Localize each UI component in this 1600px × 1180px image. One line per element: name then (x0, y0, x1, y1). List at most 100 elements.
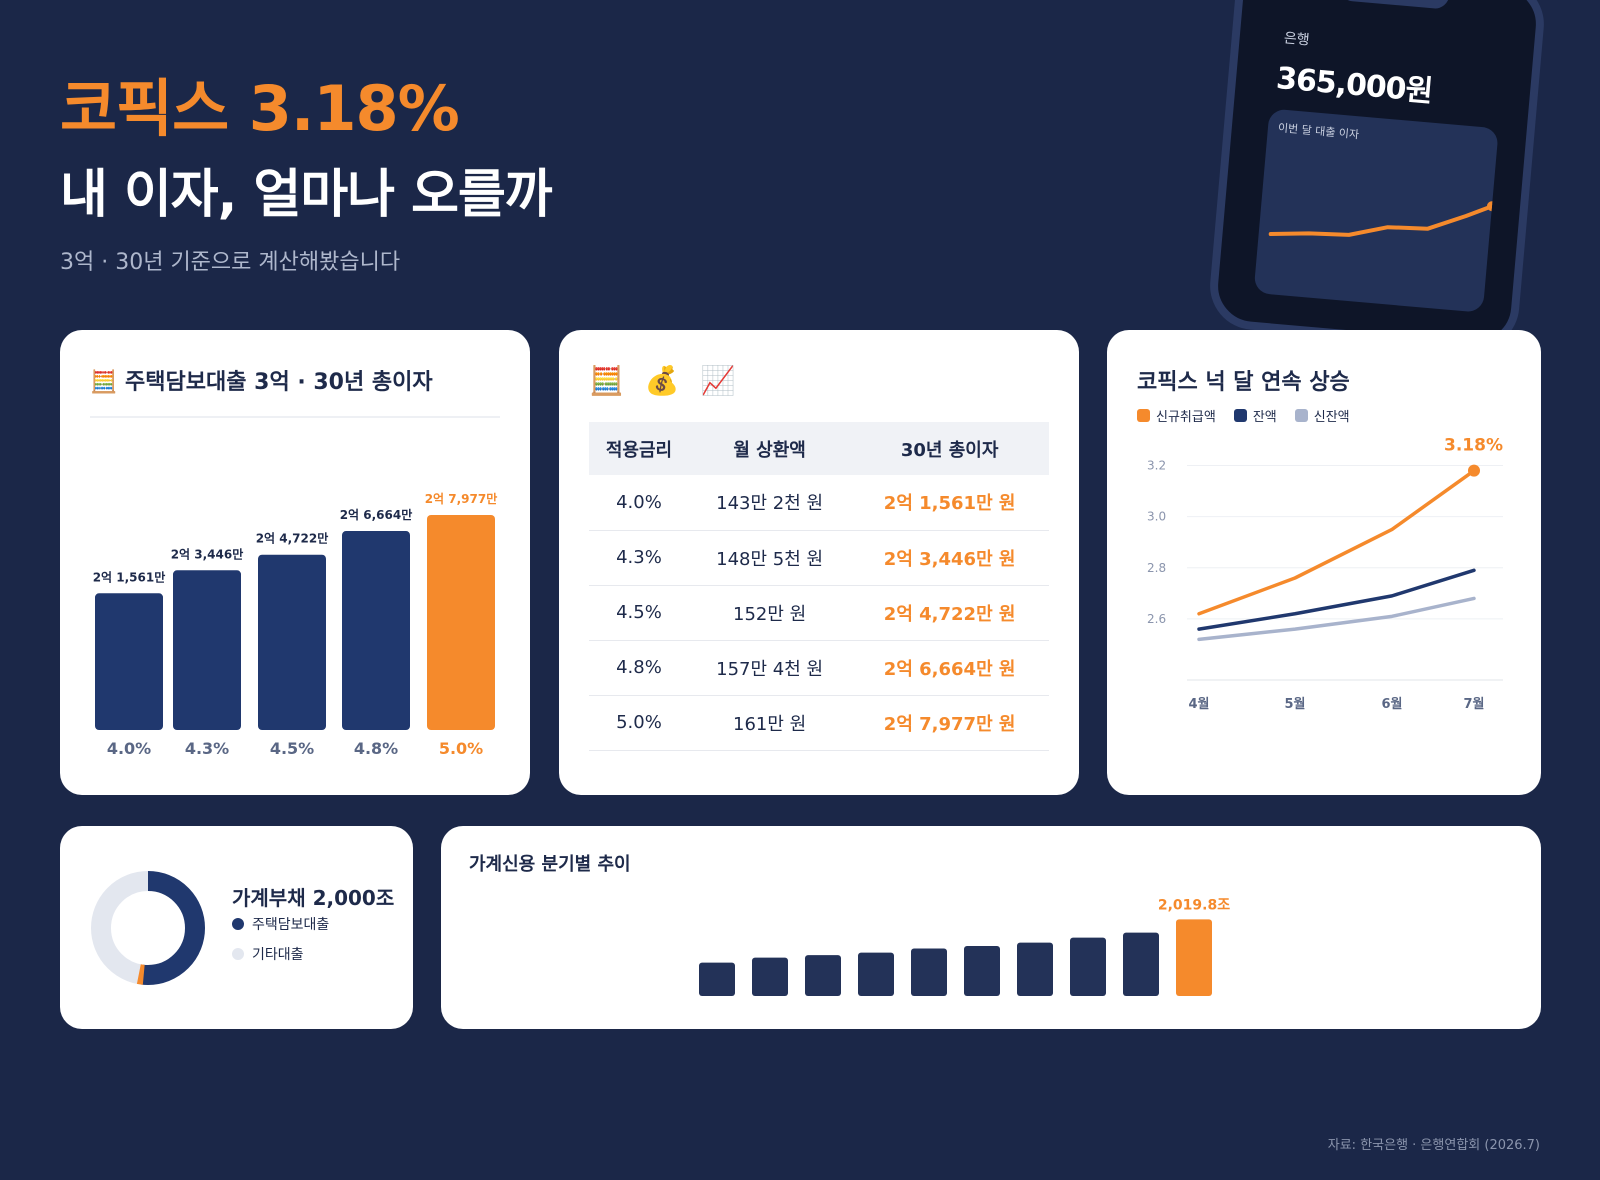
phone-illustration: 은행 365,000원 이번 달 대출 이자 (1206, 0, 1548, 353)
cell-rate: 4.0% (589, 475, 689, 531)
cell-monthly: 143만 2천 원 (688, 475, 851, 531)
credit-bar (1176, 919, 1212, 996)
cell-total: 2억 6,664만 원 (850, 640, 1049, 696)
cell-total: 2억 7,977만 원 (850, 695, 1049, 751)
source-note: 자료: 한국은행 · 은행연합회 (2026.7) (1327, 1138, 1540, 1153)
credit-end-label: 2,019.8조 (1158, 897, 1230, 913)
cell-total: 2억 3,446만 원 (850, 530, 1049, 586)
credit-bar (1017, 942, 1053, 996)
interest-bar-card: 🧮 주택담보대출 3억 · 30년 총이자 2억 1,561만 4.0% 2억 3,… (60, 330, 530, 795)
end-value-label: 3.18% (1444, 436, 1503, 456)
cell-monthly: 148만 5천 원 (688, 530, 851, 586)
household-debt-card: 가계부채 2,000조 주택담보대출 기타대출 (60, 826, 413, 1029)
cell-monthly: 161만 원 (688, 695, 851, 751)
legend-swatch (1294, 409, 1308, 422)
bar-category-label: 4.0% (107, 739, 151, 758)
cell-rate: 4.8% (589, 640, 689, 696)
emoji-row: 🧮 💰 📈 (589, 364, 742, 397)
x-tick-label: 4월 (1188, 696, 1209, 712)
table-row: 5.0% 161만 원 2억 7,977만 원 (589, 695, 1049, 751)
household-credit-title: 가계신용 분기별 추이 (469, 854, 631, 875)
bar-category-label: 4.5% (270, 739, 314, 758)
legend-label: 주택담보대출 (252, 917, 330, 933)
x-tick-label: 5월 (1284, 696, 1305, 712)
y-tick-label: 3.2 (1147, 459, 1166, 473)
donut-legend-other: 기타대출 (232, 944, 304, 964)
legend-dot (232, 918, 244, 930)
phone-bank-label: 은행 (1283, 30, 1311, 49)
divider (90, 416, 500, 418)
phone-amount: 365,000원 (1274, 60, 1434, 110)
phone-sparkline (1268, 201, 1497, 237)
y-tick-label: 2.6 (1147, 612, 1166, 626)
interest-bar-chart: 2억 1,561만 4.0% 2억 3,446만 4.3% 2억 4,722만 4.5% 2… (93, 491, 498, 758)
cell-monthly: 157만 4천 원 (688, 640, 851, 696)
phone-panel: 이번 달 대출 이자 (1253, 108, 1499, 313)
household-debt-donut (91, 871, 205, 985)
cell-total: 2억 4,722만 원 (850, 585, 1049, 641)
credit-bar (1123, 932, 1159, 996)
donut-mortgage-slice (91, 871, 205, 985)
bar-category-label: 5.0% (439, 739, 483, 758)
line-legend: 신규취급액 잔액 신잔액 (1137, 406, 1350, 425)
cofix-line-title: 코픽스 넉 달 연속 상승 (1137, 370, 1350, 395)
cell-rate: 4.3% (589, 530, 689, 586)
cell-rate: 5.0% (589, 695, 689, 751)
table-row: 4.0% 143만 2천 원 2억 1,561만 원 (589, 475, 1049, 531)
legend-label: 기타대출 (252, 947, 304, 963)
credit-bar (805, 955, 841, 996)
credit-bar (699, 962, 735, 996)
legend-item-new: 신규취급액 (1137, 406, 1216, 425)
legend-label: 잔액 (1252, 410, 1277, 425)
header-total: 30년 총이자 (850, 422, 1049, 475)
household-credit-chart: 2,019.8조 (699, 897, 1230, 996)
rate-table: 적용금리 월 상환액 30년 총이자 4.0% 143만 2천 원 2억 1,5… (589, 422, 1049, 751)
bar (427, 515, 495, 730)
series-line (1197, 568, 1476, 631)
phone-notch (1338, 0, 1451, 10)
cofix-line-card: 코픽스 넉 달 연속 상승 신규취급액 잔액 신잔액 2.6 2.8 3.0 3.2 4… (1107, 330, 1541, 795)
cofix-line-chart: 2.6 2.8 3.0 3.2 4월 5월 6월 7월 3.18% (1147, 436, 1503, 712)
legend-item-new-balance: 신잔액 (1294, 406, 1350, 425)
bar-data-label: 2억 4,722만 (256, 531, 329, 546)
x-tick-label: 6월 (1381, 696, 1402, 712)
donut-accent-mark (91, 871, 205, 985)
legend-label: 신잔액 (1313, 410, 1350, 425)
legend-label: 신규취급액 (1156, 410, 1216, 425)
bar (258, 554, 326, 730)
interest-bar-title: 🧮 주택담보대출 3억 · 30년 총이자 (90, 370, 433, 395)
bar-data-label: 2억 3,446만 (171, 546, 244, 561)
end-point (1468, 464, 1480, 477)
credit-bar (1070, 937, 1106, 996)
credit-bar (911, 948, 947, 996)
household-credit-card: 가계신용 분기별 추이 2,019.8조 (441, 826, 1541, 1029)
table-header-row: 적용금리 월 상환액 30년 총이자 (589, 422, 1049, 475)
x-tick-label: 7월 (1463, 696, 1484, 712)
bar-category-label: 4.3% (185, 739, 229, 758)
bar-data-label: 2억 6,664만 (340, 507, 413, 522)
header-monthly: 월 상환액 (688, 422, 851, 475)
legend-dot (232, 948, 244, 960)
household-debt-title: 가계부채 2,000조 (232, 886, 395, 910)
header-rate: 적용금리 (589, 422, 689, 475)
bar (173, 570, 241, 730)
cell-rate: 4.5% (589, 585, 689, 641)
credit-bar (858, 952, 894, 996)
credit-bar (964, 946, 1000, 996)
table-row: 4.8% 157만 4천 원 2억 6,664만 원 (589, 640, 1049, 696)
y-tick-label: 2.8 (1147, 561, 1166, 575)
bar-data-label: 2억 7,977만 (425, 491, 498, 506)
y-tick-label: 3.0 (1147, 510, 1166, 524)
hero-subtitle: 내 이자, 얼마나 오를까 (60, 165, 553, 225)
donut-legend-mortgage: 주택담보대출 (232, 914, 329, 934)
legend-swatch (1137, 409, 1150, 422)
legend-swatch (1233, 409, 1247, 422)
credit-bar (752, 957, 788, 996)
cell-total: 2억 1,561만 원 (850, 475, 1049, 531)
bar-data-label: 2억 1,561만 (93, 569, 166, 584)
hero-title: 코픽스 3.18% (60, 72, 460, 145)
table-row: 4.3% 148만 5천 원 2억 3,446만 원 (589, 530, 1049, 586)
legend-item-balance: 잔액 (1233, 406, 1277, 425)
series-line (1197, 468, 1476, 616)
bar-category-label: 4.8% (354, 739, 398, 758)
